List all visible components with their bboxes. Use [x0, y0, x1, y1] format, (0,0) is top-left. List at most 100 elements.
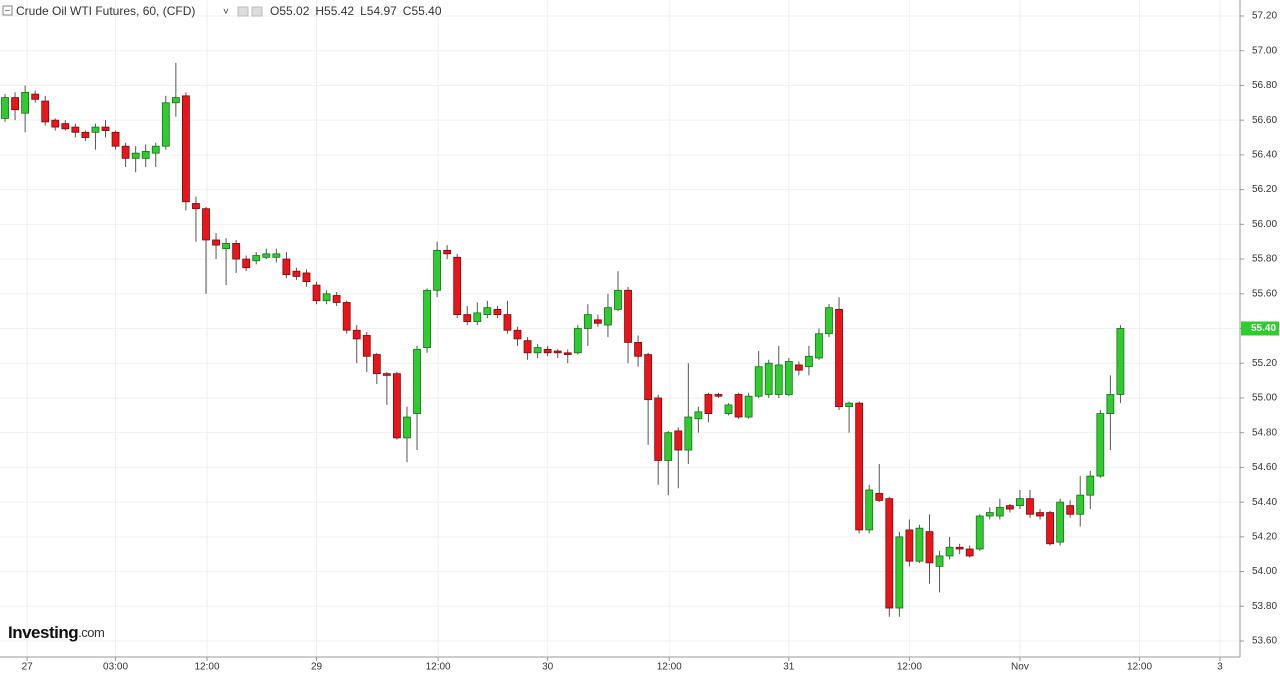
ohlc-key: L: [360, 4, 367, 18]
candle-body: [282, 258, 291, 276]
candle-body: [121, 145, 130, 159]
candle-body: [232, 243, 241, 260]
candle-body: [222, 243, 230, 250]
candle-body: [212, 239, 220, 246]
candle-body: [764, 362, 773, 395]
y-tick-label: 54.80: [1252, 427, 1277, 438]
candle-body: [714, 394, 723, 397]
candle-body: [1046, 512, 1054, 545]
candle-body: [583, 314, 592, 329]
x-tick-label: Nov: [1011, 662, 1029, 673]
candle-body: [543, 348, 552, 354]
candle-body: [664, 432, 673, 461]
candle-body: [654, 397, 663, 461]
candle-body: [453, 256, 462, 316]
candle-body: [593, 319, 602, 324]
y-tick-label: 56.60: [1252, 115, 1277, 126]
y-tick-label: 54.00: [1252, 566, 1277, 577]
y-tick-label: 56.40: [1252, 150, 1277, 161]
candle-body: [312, 284, 321, 302]
candle-body: [523, 340, 532, 354]
candle-body: [1066, 505, 1075, 515]
candle-body: [935, 555, 944, 567]
ohlc-value: 54.97: [367, 4, 397, 18]
candle-body: [403, 416, 411, 439]
candle-body: [372, 354, 381, 375]
candle-body: [674, 430, 683, 451]
candle-body: [262, 253, 271, 258]
candle-body: [202, 208, 210, 241]
candle-body: [855, 402, 864, 531]
candle-body: [101, 126, 110, 131]
candle-body: [724, 404, 733, 414]
settings-icon[interactable]: [237, 6, 249, 17]
candle-body: [71, 126, 80, 133]
candle-body: [443, 249, 452, 255]
candle-body: [413, 348, 421, 414]
logo-suffix: .com: [78, 625, 104, 640]
candle-body: [805, 355, 813, 368]
x-tick-label: 27: [22, 662, 34, 673]
candle-body: [634, 341, 642, 357]
y-tick-label: 57.20: [1252, 11, 1277, 22]
logo-main: Investing: [8, 623, 78, 642]
candle-body: [995, 506, 1004, 517]
ohlc-readout: O55.02 H55.42 L54.97 C55.40: [270, 4, 442, 18]
candle-body: [694, 411, 703, 420]
candle-body: [382, 373, 391, 376]
candle-body: [754, 366, 763, 397]
candle-body: [1026, 498, 1034, 515]
candle-body: [131, 152, 140, 159]
candle-body: [352, 329, 361, 340]
candle-body: [151, 145, 160, 154]
y-tick-label: 56.20: [1252, 184, 1277, 195]
ohlc-value: 55.42: [324, 4, 354, 18]
candle-body: [463, 314, 472, 322]
last-price-label: 55.40: [1251, 323, 1276, 334]
ohlc-value: 55.02: [279, 4, 309, 18]
close-icon[interactable]: [251, 6, 263, 17]
y-tick-label: 53.80: [1252, 601, 1277, 612]
ohlc-key: C: [403, 4, 412, 18]
candle-body: [845, 402, 854, 408]
candle-body: [1106, 394, 1115, 414]
candle-body: [774, 364, 783, 395]
candle-body: [393, 373, 401, 439]
candle-body: [141, 151, 150, 159]
x-tick-label: 03:00: [103, 662, 128, 673]
candle-body: [1076, 494, 1085, 515]
candle-body: [493, 309, 502, 316]
candle-body: [734, 394, 743, 418]
x-tick-label: 12:00: [897, 662, 922, 673]
candle-body: [825, 307, 833, 335]
y-tick-label: 54.60: [1252, 462, 1277, 473]
candle-body: [433, 249, 442, 291]
ohlc-key: H: [315, 4, 324, 18]
candle-body: [342, 302, 351, 331]
candle-body: [171, 97, 180, 104]
candle-body: [292, 270, 301, 277]
candle-body: [91, 126, 100, 133]
last-price-badge: [1241, 321, 1279, 336]
candle-body: [835, 309, 843, 408]
x-tick-label: 3: [1217, 662, 1223, 673]
dropdown-arrow[interactable]: ˅: [223, 7, 229, 18]
candle-body: [1096, 413, 1105, 477]
candle-body: [332, 295, 341, 303]
candle-body: [945, 546, 954, 557]
chart-title: Crude Oil WTI Futures, 60, (CFD): [16, 4, 195, 18]
y-tick-label: 57.00: [1252, 45, 1277, 56]
candle-body: [21, 91, 30, 114]
candle-body: [905, 529, 914, 562]
candle-body: [744, 395, 753, 418]
x-tick-label: 12:00: [1127, 662, 1152, 673]
candle-body: [684, 416, 693, 451]
candle-body: [1056, 501, 1065, 543]
y-tick-label: 55.00: [1252, 393, 1277, 404]
candle-body: [111, 131, 120, 147]
candle-body: [61, 123, 70, 130]
collapse-icon[interactable]: [2, 5, 13, 16]
candle-body: [242, 258, 251, 269]
